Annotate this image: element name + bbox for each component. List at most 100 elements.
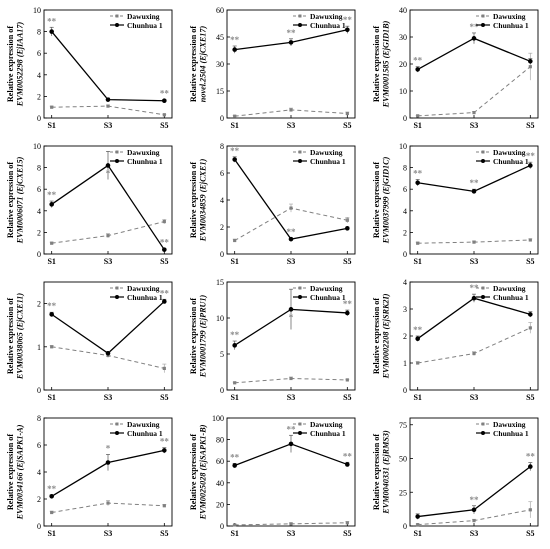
data-point-chunhua xyxy=(105,460,111,465)
y-axis-label: Relative expression ofEVM0034859 (EjCXE1… xyxy=(189,158,208,242)
chart-svg: 0 2 4 6 8 10 S1 S3 S5 Relative expression ofEVM00… xyxy=(6,6,173,130)
y-axis-label-line1: Relative expression of xyxy=(189,162,198,239)
legend-label-dawuxing: Dawuxing xyxy=(310,12,343,21)
x-tick-label: S3 xyxy=(470,393,478,402)
legend-label-dawuxing: Dawuxing xyxy=(127,420,160,429)
y-tick-label: 1 xyxy=(37,343,41,352)
y-tick-label: 0 xyxy=(220,114,224,123)
y-tick-label: 2 xyxy=(37,300,41,309)
x-tick-label: S1 xyxy=(413,393,421,402)
y-tick-label: 40 xyxy=(399,6,407,15)
x-tick-label: S1 xyxy=(230,257,238,266)
legend-marker-dawuxing xyxy=(298,14,302,18)
legend-label-dawuxing: Dawuxing xyxy=(493,12,526,21)
data-point-dawuxing xyxy=(162,366,166,370)
y-tick-label: 0 xyxy=(403,250,407,259)
chart-svg: 0 2 4 6 8 S1 S3 S5 Relative expression ofEVM0034… xyxy=(189,142,356,266)
y-tick-label: 0 xyxy=(403,522,407,531)
significance-star: ** xyxy=(47,190,57,200)
legend-label-dawuxing: Dawuxing xyxy=(493,148,526,157)
data-point-dawuxing xyxy=(528,508,532,512)
significance-star: ** xyxy=(343,299,353,309)
data-point-dawuxing xyxy=(345,378,349,382)
significance-star: ** xyxy=(160,89,170,99)
x-tick-label: S3 xyxy=(287,393,295,402)
chart-panel: 0 2 4 6 8 10 S1 S3 S5 Relative expression ofEVM00… xyxy=(0,0,183,136)
y-tick-label: 5 xyxy=(220,350,224,359)
y-tick-label: 8 xyxy=(37,414,41,423)
y-axis-label-line2: EVM0001585 (EjGID1B) xyxy=(382,20,391,108)
legend-label-chunhua: Chunhua 1 xyxy=(310,21,346,30)
data-point-dawuxing xyxy=(233,238,237,243)
chart-svg: 0 2 4 6 8 10 S1 S3 S5 Relative expression ofEVM00… xyxy=(6,142,173,266)
legend-label-chunhua: Chunhua 1 xyxy=(493,21,529,30)
significance-star: ** xyxy=(526,151,536,161)
significance-star: ** xyxy=(343,451,353,461)
x-tick-label: S3 xyxy=(104,529,112,538)
data-point-chunhua xyxy=(49,312,54,317)
significance-star: ** xyxy=(160,437,170,447)
chart-svg: 0 1 2 S1 S3 S5 Relative expression ofEVM003806… xyxy=(6,281,173,402)
data-point-dawuxing xyxy=(233,381,237,385)
data-point-dawuxing xyxy=(50,510,54,515)
chart-panel: 0 2 4 6 8 10 S1 S3 S5 Relative expression ofEVM00… xyxy=(366,136,549,272)
y-axis-label: Relative expression ofEVM0001585 (EjGID1… xyxy=(372,20,391,108)
data-point-chunhua xyxy=(105,350,111,356)
y-tick-label: 0 xyxy=(37,114,41,123)
data-point-dawuxing xyxy=(289,206,293,210)
legend-marker-chunhua xyxy=(481,295,485,299)
y-tick-label: 4 xyxy=(403,278,407,287)
chart-panel: 0 15 30 45 60 S1 S3 S5 Relative expression ofnov… xyxy=(183,0,366,136)
significance-star: ** xyxy=(47,16,57,26)
significance-star: ** xyxy=(343,15,353,25)
x-tick-label: S3 xyxy=(104,393,112,402)
significance-star: ** xyxy=(47,301,57,311)
y-tick-label: 6 xyxy=(37,441,41,450)
x-tick-label: S5 xyxy=(343,529,351,538)
data-point-dawuxing xyxy=(416,361,420,365)
significance-star: ** xyxy=(287,227,297,237)
legend-marker-dawuxing xyxy=(481,286,485,290)
data-point-chunhua xyxy=(345,226,350,231)
series-line-dawuxing xyxy=(417,66,531,117)
y-axis-label-line1: Relative expression of xyxy=(372,434,381,511)
data-point-dawuxing xyxy=(528,238,532,242)
y-tick-label: 0 xyxy=(37,250,41,259)
y-axis-label-line2: EVM0034859 (EjCXE1) xyxy=(199,158,208,242)
significance-star: ** xyxy=(287,28,297,38)
y-axis-label-line2: novel.2504 (EjCXE17) xyxy=(199,26,208,103)
x-tick-label: S3 xyxy=(470,121,478,130)
x-tick-label: S5 xyxy=(160,393,168,402)
legend-marker-chunhua xyxy=(298,431,302,435)
data-point-dawuxing xyxy=(472,111,476,115)
data-point-chunhua xyxy=(162,247,167,252)
y-axis-label: Relative expression ofEVM0006071 (EjCXE1… xyxy=(6,156,25,244)
y-axis-label-line1: Relative expression of xyxy=(6,298,15,375)
data-point-dawuxing xyxy=(162,113,166,117)
data-point-chunhua xyxy=(471,36,477,41)
data-point-dawuxing xyxy=(162,504,166,508)
x-tick-label: S1 xyxy=(230,393,238,402)
data-point-chunhua xyxy=(528,464,533,469)
y-tick-label: 10 xyxy=(33,142,41,151)
legend-label-chunhua: Chunhua 1 xyxy=(310,293,346,302)
x-tick-label: S1 xyxy=(47,393,55,402)
data-point-chunhua xyxy=(49,29,54,34)
y-tick-label: 80 xyxy=(216,436,224,445)
data-point-dawuxing xyxy=(345,521,349,525)
y-tick-label: 60 xyxy=(216,457,224,466)
significance-star: * xyxy=(289,312,294,322)
chart-panel: 0 1 2 S1 S3 S5 Relative expression ofEVM003806… xyxy=(0,272,183,408)
data-point-chunhua xyxy=(345,310,350,316)
y-axis-label: Relative expression ofEVM0052298 (EjIAA1… xyxy=(6,22,25,108)
legend-label-dawuxing: Dawuxing xyxy=(493,420,526,429)
x-tick-label: S3 xyxy=(287,121,295,130)
y-tick-label: 10 xyxy=(399,87,407,96)
x-tick-label: S5 xyxy=(526,393,534,402)
data-point-chunhua xyxy=(345,27,350,33)
x-tick-label: S1 xyxy=(47,121,55,130)
data-point-chunhua xyxy=(471,507,477,513)
legend-label-chunhua: Chunhua 1 xyxy=(127,21,163,30)
y-tick-label: 0 xyxy=(220,250,224,259)
data-point-chunhua xyxy=(528,59,533,64)
